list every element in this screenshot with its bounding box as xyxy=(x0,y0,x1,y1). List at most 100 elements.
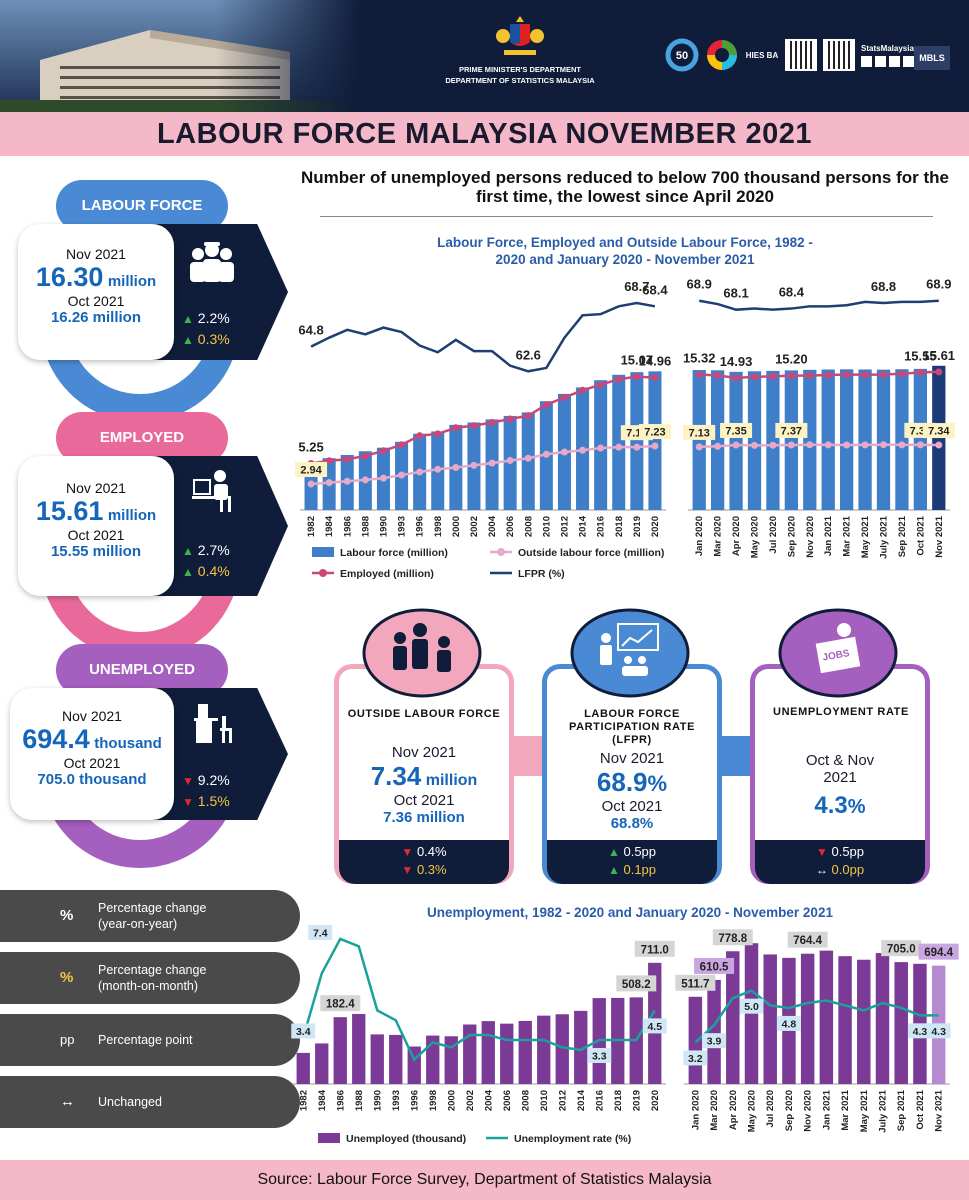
x-tick-2-annual-2012: 2012 xyxy=(557,1090,568,1111)
unemployed-label-box-monthly-apr-2020 xyxy=(712,929,753,946)
org-line-1: PRIME MINISTER'S DEPARTMENT xyxy=(458,65,582,74)
employed-yoy: 2.7% xyxy=(197,542,230,558)
x-tick-2-annual-1982: 1982 xyxy=(298,1090,309,1111)
outside-lf-point-annual-1998 xyxy=(434,465,442,473)
legend2-label-unemployment-rate-: Unemployment rate (%) xyxy=(514,1133,631,1145)
50th-anniversary-logo-icon: 50 xyxy=(665,38,699,72)
unemployed-label-box-monthly-jan-2020 xyxy=(675,974,716,991)
outside-lf-changes: ▼ 0.4% ▼ 0.3% xyxy=(339,840,509,884)
svg-text:50: 50 xyxy=(676,50,688,62)
lfpr-label-annual-1982: 64.8 xyxy=(298,323,323,338)
unemployed-bar-annual-2004 xyxy=(481,1021,495,1084)
x-tick-2-monthly-jan-2021: Jan 2021 xyxy=(821,1089,832,1130)
labour-force-bar-monthly-may-2021 xyxy=(858,369,872,510)
org-name: PRIME MINISTER'S DEPARTMENT DEPARTMENT O… xyxy=(400,64,640,86)
x-tick-2-annual-2006: 2006 xyxy=(502,1090,513,1111)
chart1-title: Labour Force, Employed and Outside Labou… xyxy=(437,235,813,267)
unemployed-bar-annual-1990 xyxy=(370,1034,384,1084)
unemployed-label-monthly-nov-2020: 764.4 xyxy=(793,935,822,947)
employed-label-monthly-apr-2020: 14.93 xyxy=(720,354,753,369)
empty-desk-icon xyxy=(194,704,232,743)
x-tick-2-annual-1986: 1986 xyxy=(335,1090,346,1111)
legend2-swatch-unemployed-thousand- xyxy=(318,1133,340,1143)
rate-label-annual-1986: 7.4 xyxy=(313,927,328,939)
youtube-icon[interactable] xyxy=(903,55,914,67)
lfpr-p2: Oct 2021 xyxy=(601,798,663,815)
x-tick-2-annual-2019: 2019 xyxy=(631,1090,642,1111)
employed-point-annual-2008 xyxy=(524,412,532,420)
unemployment-chart: 1982 1984 1986 1988 1990 1993 1996 1998 2000 2002… xyxy=(291,924,959,1145)
employed-point-monthly-mar-2021 xyxy=(843,371,851,379)
rate-label-box-annual-1982 xyxy=(291,1023,316,1039)
x-tick-annual-1990: 1990 xyxy=(378,516,389,537)
unemployed-period1: Nov 2021 xyxy=(62,708,122,724)
facebook-icon[interactable] xyxy=(861,55,872,67)
rate-label-box-monthly-sep-2020 xyxy=(776,1015,801,1031)
outside-lf-point-annual-1984 xyxy=(325,479,333,487)
unemployed-label-monthly-jan-2020: 511.7 xyxy=(681,978,709,990)
employed-period1: Nov 2021 xyxy=(66,480,126,496)
unemployed-label-annual-2020: 711.0 xyxy=(641,944,669,956)
workers-icon xyxy=(190,242,234,282)
outside-lf-point-monthly-sep-2020 xyxy=(787,441,795,449)
outside-lf-point-monthly-may-2021 xyxy=(861,441,869,449)
presentation-icon xyxy=(600,623,659,676)
outside-lf-point-monthly-jan-2021 xyxy=(824,441,832,449)
unemployed-label-box-annual-2020 xyxy=(634,940,675,957)
mbls-logo: MBLS xyxy=(914,46,950,70)
legend-label-labour-force-million-: Labour force (million) xyxy=(340,547,448,559)
unemployment-rate-p1b: 2021 xyxy=(823,769,857,786)
x-tick-monthly-mar-2020: Mar 2020 xyxy=(713,516,724,557)
employed-point-annual-2016 xyxy=(597,381,605,389)
title-band: LABOUR FORCE MALAYSIA NOVEMBER 2021 xyxy=(0,112,969,156)
employed-point-monthly-nov-2021 xyxy=(935,368,943,376)
unemployed-label-annual-1986: 182.4 xyxy=(326,999,355,1011)
x-tick-monthly-oct-2021: Oct 2021 xyxy=(915,515,926,555)
unemployed-bar-monthly-apr-2020 xyxy=(726,951,740,1084)
unemployment-rate-body: Oct & Nov 2021 4.3% xyxy=(755,752,925,820)
outside-lf-point-monthly-sep-2021 xyxy=(898,441,906,449)
employed-point-annual-2006 xyxy=(506,415,514,423)
outside-lf-point-annual-2006 xyxy=(506,456,514,464)
x-tick-monthly-nov-2021: Nov 2021 xyxy=(934,515,945,557)
lfpr-line-monthly xyxy=(698,299,939,311)
family-icon-circle xyxy=(362,608,482,698)
outside-lf-label-monthly-sep-2020: 7.37 xyxy=(781,425,802,437)
x-tick-annual-2002: 2002 xyxy=(469,516,480,537)
labour-force-bar-monthly-sep-2020 xyxy=(784,370,798,510)
twitter-icon[interactable] xyxy=(889,55,900,67)
x-tick-2-annual-1990: 1990 xyxy=(372,1090,383,1111)
mom-down-arrow-icon: ▼ xyxy=(182,795,194,809)
employed-changes: ▲ 2.7% ▲ 0.4% xyxy=(182,540,230,582)
rate-label-box-monthly-nov-2021 xyxy=(926,1023,951,1039)
employed-label-monthly-oct-2021: 15.55 xyxy=(904,348,937,363)
unemployment-rate-line-monthly xyxy=(694,989,939,1044)
unemployed-label-box-monthly-sep-2021 xyxy=(881,940,922,957)
unemployed-bar-monthly-sep-2021 xyxy=(894,962,908,1084)
x-tick-annual-1986: 1986 xyxy=(342,516,353,537)
x-tick-annual-1982: 1982 xyxy=(306,516,317,537)
unemployment-rate-title: UNEMPLOYMENT RATE xyxy=(773,706,909,718)
x-tick-monthly-nov-2020: Nov 2020 xyxy=(805,516,816,558)
unemployed-card: Nov 2021 694.4 thousand Oct 2021 705.0 t… xyxy=(10,688,174,820)
legend-yoy: % Percentage change (year-on-year) xyxy=(0,890,300,942)
employed-point-monthly-jan-2020 xyxy=(695,370,703,378)
employed-point-annual-2012 xyxy=(560,393,568,401)
instagram-icon[interactable] xyxy=(875,55,886,67)
x-tick-monthly-jul-2020: Jul 2020 xyxy=(768,516,779,554)
labour-force-card: Nov 2021 16.30 million Oct 2021 16.26 mi… xyxy=(18,224,174,360)
outside-lf-point-annual-1982 xyxy=(307,480,315,488)
unemployed-bar-annual-1998 xyxy=(426,1035,440,1084)
unemployment-rate-v1: 4.3 xyxy=(814,792,848,819)
x-tick-2-monthly-mar-2021: Mar 2021 xyxy=(840,1089,851,1130)
outside-lf-point-monthly-apr-2020 xyxy=(732,441,740,449)
lfpr-label-annual-2008: 62.6 xyxy=(516,347,541,362)
unemployed-bar-annual-2008 xyxy=(518,1020,532,1084)
lfpr-body: Nov 2021 68.9% Oct 2021 68.8% xyxy=(547,750,717,832)
labour-force-period1: Nov 2021 xyxy=(66,246,126,262)
employed-point-annual-1996 xyxy=(416,432,424,440)
outside-lf-label-monthly-nov-2021: 7.34 xyxy=(928,426,950,438)
outside-lf-point-annual-2004 xyxy=(488,459,496,467)
employed-point-annual-2002 xyxy=(470,422,478,430)
labour-force-chart: 1982 1984 1986 1988 1990 1993 1996 1998 2000 2002… xyxy=(295,277,955,580)
